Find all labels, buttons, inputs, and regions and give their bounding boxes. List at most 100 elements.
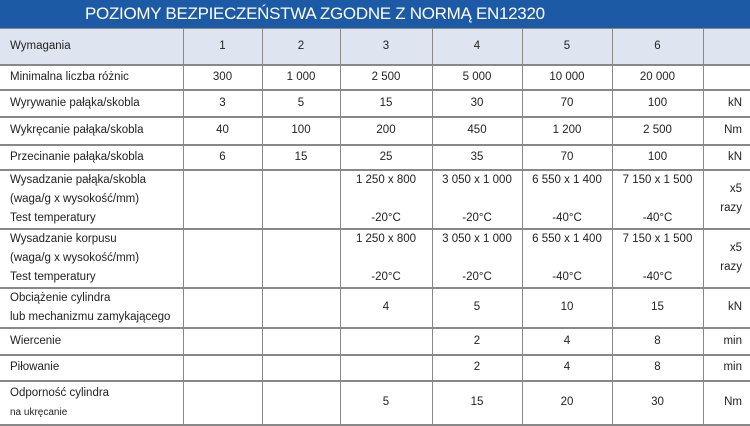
cell-line: 6 550 x 1 400 [532,173,602,186]
level-cell: 3 050 x 1 000 -20°C [431,169,523,229]
cell-line: 3 050 x 1 000 [442,232,512,245]
level-cell: 70 [521,89,613,117]
cell-line: 2 500 [643,124,672,136]
level-cell: 20 [521,380,613,425]
unit-cell: min [702,327,750,355]
table-row: Wyrywanie pałąka/skobla 3 5 15 30 70 100 kN [0,89,750,117]
level-cell: 15 [431,380,523,425]
level-cell [182,327,263,355]
cell-line [187,249,259,268]
level-cell: 4 [339,287,433,328]
cell-line: 8 [654,334,661,347]
cell-line: 10 000 [549,70,585,83]
cell-line [266,298,337,317]
level-cell: 1 000 [261,64,341,90]
table-row: Odporność cylindra na ukręcanie 5 15 20 30 Nm [0,380,750,425]
cell-line: Test temperatury [10,270,96,283]
level-cell: 3 [182,89,263,117]
security-levels-table: Wymagania 1 2 3 4 5 6 Minimalna liczba różnic 30… [0,28,750,426]
cell-line: Odporność cylindra [10,386,110,399]
level-cell: 40 [182,116,263,145]
cell-line: 6 550 x 1 400 [532,232,602,245]
cell-line [436,190,519,209]
level-cell: 300 [182,64,263,90]
unit-cell: kN [702,287,750,328]
cell-line: 7 150 x 1 500 [622,173,693,186]
level-cell: 5 [261,89,341,117]
cell-line [266,190,337,209]
level-cell [339,327,433,355]
unit-cell [702,64,750,90]
cell-line: Piłowanie [10,361,60,373]
table-row: Minimalna liczba różnic 300 1 000 2 500 5 00… [0,64,750,90]
level-cell [261,287,341,328]
level-cell: 5 000 [431,64,523,90]
level-cell: 10 000 [521,64,613,90]
level-cell: 7 150 x 1 500 -40°C [611,228,704,288]
unit-cell: Nm [702,380,750,425]
level-cell: 10 [521,287,613,328]
cell-line: 100 [291,124,311,136]
table-row: Przecinanie pałąka/skobla 6 15 25 35 70 100 kN [0,144,750,170]
cell-line: (waga/g x wysokość/mm) [10,251,140,264]
cell-line: Obciążenie cylindra [10,291,111,304]
table-title: POZIOMY BEZPIECZEŃSTWA ZGODNE Z NORMĄ EN… [0,0,750,28]
level-cell: 100 [611,144,704,170]
level-cell: 15 [611,287,704,328]
cell-line [344,249,429,268]
cell-line: 30 [651,396,664,408]
cell-line: 1 250 x 800 [355,173,417,186]
cell-line: 35 [470,150,484,163]
cell-line: Wysadzanie korpusu [10,232,117,245]
row-label: Piłowanie [0,354,184,381]
cell-line: lub mechanizmu zamykającego [10,310,171,323]
level-cell: 25 [339,144,433,170]
header-cell: 5 [521,28,613,65]
row-label: Wyrywanie pałąka/skobla [0,89,184,117]
cell-line: 5 [382,396,390,408]
cell-line: -20°C [462,270,492,283]
cell-line: Wykręcanie pałąka/skobla [10,124,144,136]
level-cell [182,287,263,328]
cell-line: 8 [654,361,661,373]
cell-line: -40°C [642,270,673,283]
cell-line [266,393,337,412]
level-cell: 450 [431,116,523,145]
cell-line [344,190,429,209]
row-label: Przecinanie pałąka/skobla [0,144,184,170]
cell-line: 5 [297,96,305,109]
table-row: Wykręcanie pałąka/skobla 40 100 200 450 1 200… [0,116,750,145]
level-cell: 35 [431,144,523,170]
cell-line: 6 [219,150,226,163]
level-cell: 1 250 x 800 -20°C [339,228,433,288]
level-cell: 4 [521,327,613,355]
cell-line: 1 200 [552,124,582,136]
unit-cell: kN [702,144,750,170]
header-cell: 2 [261,28,341,65]
level-cell [182,169,263,229]
unit-cell: Nm [702,116,750,145]
level-cell [339,354,433,381]
level-cell: 5 [339,380,433,425]
cell-line: 5 [473,301,481,313]
cell-line: Wyrywanie pałąka/skobla [10,96,140,109]
cell-line: (waga/g x wysokość/mm) [10,192,140,205]
level-cell: 20 000 [611,64,704,90]
cell-line: Wysadzanie pałąka/skobla [10,173,147,186]
level-cell: 30 [611,380,704,425]
level-cell: 1 200 [521,116,613,145]
cell-line: 1 250 x 800 [355,232,417,245]
cell-line: 10 [560,301,574,313]
level-cell: 8 [611,354,704,381]
level-cell: 70 [521,144,613,170]
header-cell: 1 [182,28,263,65]
cell-line: kN [727,301,742,313]
cell-line [187,393,259,412]
unit-cell: min [702,354,750,381]
cell-line: 300 [212,70,233,83]
cell-line: Wiercenie [10,334,62,347]
cell-line: 450 [467,124,487,136]
table-row: Wiercenie 2 4 8 min [0,327,750,355]
cell-line: 2 [473,361,481,373]
level-cell [261,327,341,355]
